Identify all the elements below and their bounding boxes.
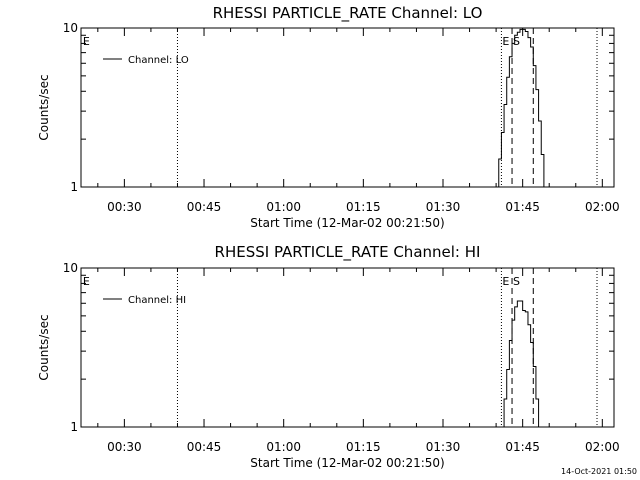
event-marker-s: S — [513, 275, 520, 288]
series-line — [501, 300, 540, 428]
x-tick-label: 01:45 — [505, 440, 540, 454]
event-marker-e: E — [502, 275, 509, 288]
x-axis-label: Start Time (12-Mar-02 00:21:50) — [250, 456, 444, 470]
x-tick-label: 01:30 — [426, 440, 461, 454]
series-line — [496, 28, 545, 188]
plot-frame — [80, 27, 615, 188]
y-axis-label: Counts/sec — [37, 74, 51, 140]
legend-label: Channel: HI — [128, 295, 186, 306]
y-tick-label: 10 — [63, 261, 78, 275]
event-marker-e: E — [83, 275, 90, 288]
y-tick-label: 1 — [70, 180, 78, 194]
y-tick-label: 1 — [70, 420, 78, 434]
x-tick-label: 01:45 — [505, 200, 540, 214]
x-axis-label: Start Time (12-Mar-02 00:21:50) — [250, 216, 444, 230]
x-tick-label: 00:30 — [107, 200, 142, 214]
legend-label: Channel: LO — [128, 55, 189, 66]
x-tick-label: 00:45 — [187, 440, 222, 454]
event-marker-e: E — [83, 35, 90, 48]
chart-title: RHESSI PARTICLE_RATE Channel: LO — [213, 4, 483, 23]
chart-title: RHESSI PARTICLE_RATE Channel: HI — [215, 243, 481, 262]
lo-channel-panel: RHESSI PARTICLE_RATE Channel: LO 00:30 00:… — [37, 4, 620, 230]
plot-frame — [80, 267, 615, 428]
hi-channel-panel: RHESSI PARTICLE_RATE Channel: HI 00:30 00:… — [37, 243, 620, 470]
x-tick-label: 01:00 — [266, 440, 301, 454]
y-tick-label: 10 — [63, 21, 78, 35]
event-marker-e: E — [502, 35, 509, 48]
x-tick-label: 02:00 — [585, 440, 620, 454]
generation-timestamp: 14-Oct-2021 01:50 — [561, 467, 637, 476]
x-tick-label: 01:15 — [346, 440, 381, 454]
x-tick-label: 01:15 — [346, 200, 381, 214]
x-tick-label: 00:45 — [187, 200, 222, 214]
event-marker-s: S — [513, 35, 520, 48]
x-tick-label: 01:30 — [426, 200, 461, 214]
x-tick-label: 00:30 — [107, 440, 142, 454]
x-tick-label: 02:00 — [585, 200, 620, 214]
x-tick-label: 01:00 — [266, 200, 301, 214]
y-axis-label: Counts/sec — [37, 314, 51, 380]
